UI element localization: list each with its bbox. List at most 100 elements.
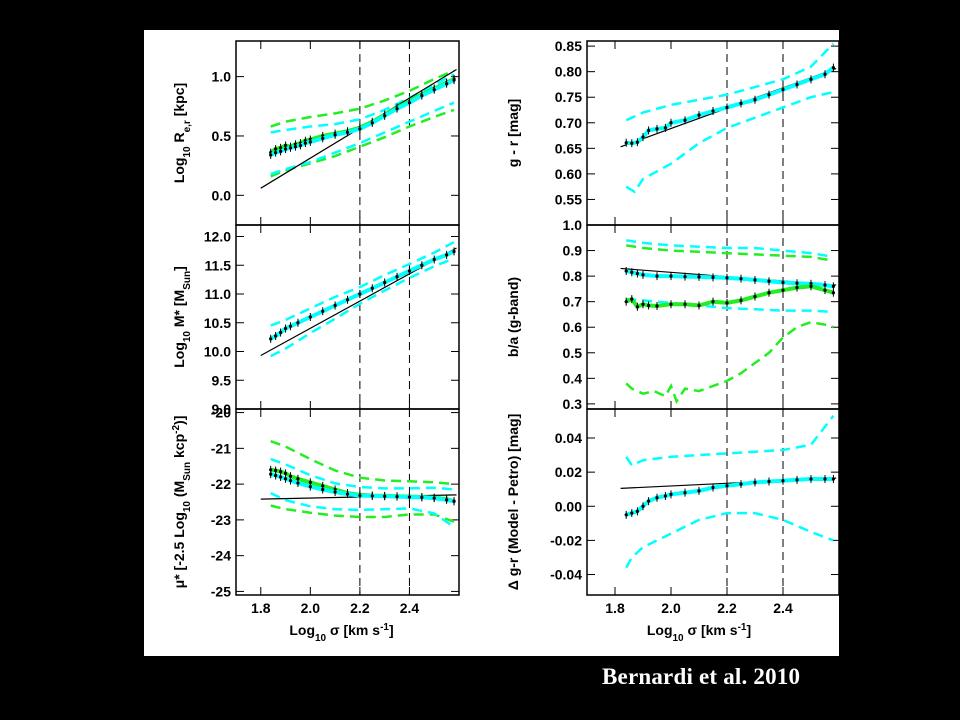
data-point xyxy=(795,286,799,290)
data-point xyxy=(655,496,659,500)
data-point xyxy=(407,269,412,273)
y-tick-label: 11.0 xyxy=(205,286,232,302)
data-point xyxy=(697,113,701,117)
data-point xyxy=(697,489,701,493)
data-point xyxy=(370,121,374,125)
data-point xyxy=(269,472,273,476)
y-tick-label: 0.70 xyxy=(555,115,582,131)
data-point xyxy=(809,77,813,81)
panel-right-3: 1.8 2.0 2.2 2.4 -0.04 -0.02 0.00 0.02 0.04 Δ g-r … xyxy=(505,408,839,644)
y-axis-label: g - r [mag] xyxy=(505,99,521,167)
data-point xyxy=(683,118,687,122)
y-tick-label: -21 xyxy=(211,440,231,456)
data-point xyxy=(333,303,337,308)
y-tick-label: -0.04 xyxy=(550,567,582,583)
y-tick-label: 0.80 xyxy=(555,64,582,80)
plot-area xyxy=(260,41,457,225)
data-point xyxy=(753,98,757,102)
data-point xyxy=(739,101,743,105)
axes-frame xyxy=(586,40,839,226)
data-point xyxy=(288,474,293,478)
x-axis-label: Log10 σ [km s-1] xyxy=(647,622,751,644)
data-point xyxy=(303,141,307,145)
data-point xyxy=(697,303,701,308)
plot-area xyxy=(260,225,457,409)
plot-grid: 0.0 0.5 1.0 Log10 Re,r [kpc] 9.0 9.5 10.0 10.5 1… xyxy=(171,38,839,644)
data-point xyxy=(739,298,743,302)
y-tick-label: 0.65 xyxy=(555,140,582,156)
data-point xyxy=(725,301,729,305)
data-point xyxy=(781,280,785,285)
data-point xyxy=(635,305,639,309)
y-tick-label: 0.3 xyxy=(563,396,583,412)
data-point xyxy=(624,300,628,304)
data-point xyxy=(279,469,283,474)
data-point xyxy=(288,146,293,150)
data-point xyxy=(669,302,673,306)
plot-area xyxy=(260,409,457,595)
data-point xyxy=(669,492,673,496)
data-point xyxy=(630,270,634,274)
data-point xyxy=(452,78,456,82)
y-tick-label: 12.0 xyxy=(204,229,231,245)
percentile-line-cyan xyxy=(270,457,455,491)
x-tick-label: 2.2 xyxy=(350,600,370,616)
data-point xyxy=(753,294,757,299)
plot-area xyxy=(620,225,837,409)
data-point xyxy=(445,498,449,502)
y-tick-label: 0.85 xyxy=(555,38,582,54)
data-point xyxy=(647,499,651,503)
panel-right-2: 0.3 0.4 0.5 0.6 0.7 0.8 0.9 1.0 b/a (g-band) xyxy=(505,217,839,412)
percentile-line-green xyxy=(626,244,834,263)
data-point xyxy=(283,471,288,475)
data-point xyxy=(420,495,424,499)
panel-left-1: 0.0 0.5 1.0 Log10 Re,r [kpc] xyxy=(171,40,460,226)
data-point xyxy=(345,298,350,302)
y-tick-label: 0.6 xyxy=(563,319,583,335)
data-point xyxy=(739,482,743,486)
y-tick-label: 0.00 xyxy=(555,498,582,514)
x-tick-label: 2.4 xyxy=(773,600,793,616)
data-point xyxy=(641,135,645,139)
data-point xyxy=(630,141,634,145)
data-point xyxy=(781,479,785,483)
data-point xyxy=(739,277,743,281)
data-point xyxy=(279,475,283,479)
percentile-line-cyan xyxy=(626,239,834,259)
y-tick-label: 0.04 xyxy=(555,430,582,446)
data-point xyxy=(781,288,785,292)
data-point xyxy=(809,284,813,288)
data-point xyxy=(407,101,412,105)
data-point xyxy=(288,478,293,483)
y-tick-label: 10.0 xyxy=(204,344,231,360)
data-point xyxy=(383,114,387,118)
data-point xyxy=(308,315,312,319)
data-point xyxy=(795,281,799,285)
data-point xyxy=(767,93,771,97)
data-point xyxy=(711,300,715,304)
data-point xyxy=(279,149,283,153)
percentile-line-cyan xyxy=(626,297,834,314)
data-point xyxy=(725,105,729,110)
data-point xyxy=(296,477,300,481)
data-point xyxy=(635,509,639,513)
y-tick-label: -22 xyxy=(211,476,231,492)
percentile-line-cyan xyxy=(270,73,455,134)
data-point xyxy=(283,147,288,151)
data-point xyxy=(420,94,424,98)
data-point xyxy=(767,279,771,283)
percentile-line-cyan xyxy=(625,511,834,569)
y-tick-label: 0.75 xyxy=(555,89,582,105)
y-tick-label: 0.5 xyxy=(212,128,232,144)
x-axis-label: Log10 σ [km s-1] xyxy=(289,622,393,644)
data-point xyxy=(655,304,659,308)
data-point xyxy=(395,275,399,279)
data-point xyxy=(296,321,300,325)
y-tick-label: 0.02 xyxy=(555,464,582,480)
data-point xyxy=(823,283,827,287)
data-point xyxy=(298,143,303,148)
data-point xyxy=(809,477,813,481)
data-point xyxy=(753,480,757,484)
data-point xyxy=(452,499,456,503)
data-point xyxy=(669,121,673,125)
